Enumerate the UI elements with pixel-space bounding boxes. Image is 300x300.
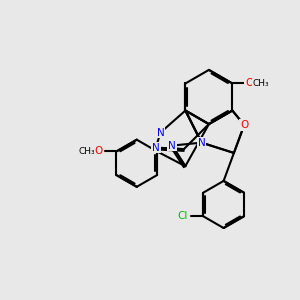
Text: N: N — [198, 138, 206, 148]
Text: N: N — [157, 128, 164, 138]
Text: CH₃: CH₃ — [252, 79, 268, 88]
Text: N: N — [152, 142, 160, 153]
Text: O: O — [94, 146, 102, 157]
Text: N: N — [168, 141, 176, 151]
Text: Cl: Cl — [177, 211, 188, 221]
Text: O: O — [245, 79, 253, 88]
Text: O: O — [240, 120, 248, 130]
Text: CH₃: CH₃ — [78, 147, 94, 156]
